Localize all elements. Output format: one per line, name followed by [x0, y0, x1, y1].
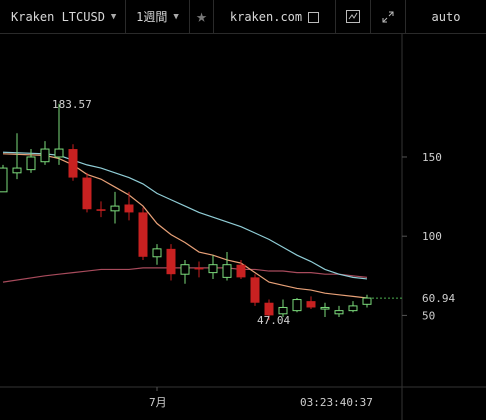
candle-body-up [110, 205, 120, 212]
site-link[interactable]: kraken.com [214, 0, 336, 33]
chevron-down-icon: ▼ [173, 11, 179, 22]
candle-body-down [68, 149, 78, 178]
candle-body-down [166, 248, 176, 275]
candle-body-down [138, 212, 148, 257]
candle-body-up [362, 297, 372, 305]
candle-body-down [194, 267, 204, 270]
y-tick-label: 50 [422, 309, 435, 322]
candle-countdown: 03:23:40:37 [300, 396, 373, 409]
candle-body-down [306, 301, 316, 308]
auto-scale-button[interactable]: auto [406, 0, 486, 33]
candle-body-up [292, 299, 302, 312]
candle-body-down [236, 264, 246, 278]
chart-frame [0, 34, 486, 420]
candlestick-series [0, 103, 372, 321]
candle-body-down [250, 277, 260, 303]
candle-body-up [12, 167, 22, 174]
fullscreen-icon [382, 11, 394, 22]
candle-body-down [264, 302, 274, 316]
candle-body-up [152, 248, 162, 258]
chart-annotations: 60.94 183.57 47.04 [52, 98, 455, 327]
candle-body-up [278, 306, 288, 315]
auto-label: auto [431, 9, 461, 24]
price-chart[interactable]: 60.94 183.57 47.04 50 100 150 7月 03:23:40:37 [0, 34, 486, 420]
x-tick-label: 7月 [149, 396, 167, 409]
site-label: kraken.com [229, 9, 303, 24]
last-price-label: 60.94 [422, 292, 455, 305]
candle-body-up [180, 264, 190, 275]
chart-axes: 50 100 150 7月 03:23:40:37 [149, 151, 442, 409]
candle-body-down [96, 209, 106, 211]
interval-selector[interactable]: 1週間 ▼ [126, 0, 190, 33]
external-link-icon [308, 12, 320, 23]
symbol-selector[interactable]: Kraken LTCUSD ▼ [0, 0, 126, 33]
chart-icon [346, 10, 360, 23]
candle-body-up [26, 156, 36, 171]
candle-body-up [348, 305, 358, 312]
candle-body-up [222, 264, 232, 278]
chart-type-button[interactable] [336, 0, 371, 33]
candle-body-down [124, 204, 134, 213]
symbol-label: Kraken LTCUSD [11, 9, 105, 24]
chart-toolbar: Kraken LTCUSD ▼ 1週間 ▼ ★ kraken.com auto [0, 0, 486, 34]
candle-body-up [54, 148, 64, 158]
high-price-label: 183.57 [52, 98, 92, 111]
interval-label: 1週間 [136, 10, 168, 24]
candle-body-up [334, 310, 344, 315]
low-price-label: 47.04 [257, 314, 290, 327]
candle-body-up [320, 306, 330, 310]
y-tick-label: 150 [422, 151, 442, 164]
candle-body-down [82, 177, 92, 210]
fullscreen-button[interactable] [371, 0, 406, 33]
candle-body-up [208, 264, 218, 274]
y-tick-label: 100 [422, 230, 442, 243]
star-icon[interactable]: ★ [190, 0, 214, 33]
candle-body-up [0, 167, 8, 193]
candle-body-up [40, 148, 50, 163]
chevron-down-icon: ▼ [110, 11, 117, 22]
ma-mid-line [2, 151, 368, 280]
